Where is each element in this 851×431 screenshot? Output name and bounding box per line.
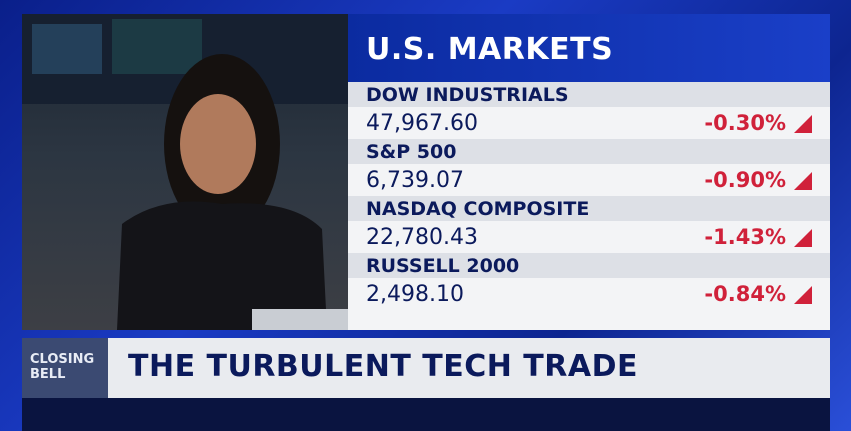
change-arrow — [794, 286, 812, 304]
change-arrow — [794, 115, 812, 133]
panel-title: U.S. MARKETS — [366, 32, 614, 67]
lower-third: CLOSING BELL THE TURBULENT TECH TRADE — [22, 338, 830, 398]
index-value: 47,967.60 — [366, 111, 478, 136]
headline-banner: THE TURBULENT TECH TRADE — [108, 338, 830, 398]
video-illustration — [22, 14, 348, 330]
desk — [252, 309, 348, 330]
arrow-shape — [794, 172, 812, 190]
index-value: 6,739.07 — [366, 168, 464, 193]
index-name-row: S&P 500 — [348, 139, 830, 164]
markets-panel: U.S. MARKETS DOW INDUSTRIALS 47,967.60 -0.… — [348, 14, 830, 330]
index-name: DOW INDUSTRIALS — [366, 84, 569, 106]
show-name: CLOSING BELL — [30, 352, 95, 382]
index-name: S&P 500 — [366, 141, 457, 163]
index-name: NASDAQ COMPOSITE — [366, 198, 590, 220]
index-change: -1.43% — [704, 225, 786, 249]
index-value: 2,498.10 — [366, 282, 464, 307]
change-arrow — [794, 229, 812, 247]
index-value: 22,780.43 — [366, 225, 478, 250]
index-name-row: NASDAQ COMPOSITE — [348, 196, 830, 221]
index-change: -0.84% — [704, 282, 786, 306]
change-arrow — [794, 172, 812, 190]
arrow-shape — [794, 229, 812, 247]
arrow-shape — [794, 115, 812, 133]
ticker-bar — [22, 398, 830, 431]
index-name-row: DOW INDUSTRIALS — [348, 82, 830, 107]
body — [117, 201, 327, 330]
headline: THE TURBULENT TECH TRADE — [128, 349, 638, 384]
index-change: -0.30% — [704, 111, 786, 135]
panel-header: U.S. MARKETS — [348, 14, 830, 82]
show-box: CLOSING BELL — [22, 338, 108, 398]
index-name-row: RUSSELL 2000 — [348, 253, 830, 278]
index-change: -0.90% — [704, 168, 786, 192]
index-name: RUSSELL 2000 — [366, 255, 520, 277]
face — [180, 94, 256, 194]
video-feed — [22, 14, 348, 330]
arrow-shape — [794, 286, 812, 304]
screen — [32, 24, 102, 74]
screen — [112, 19, 202, 74]
